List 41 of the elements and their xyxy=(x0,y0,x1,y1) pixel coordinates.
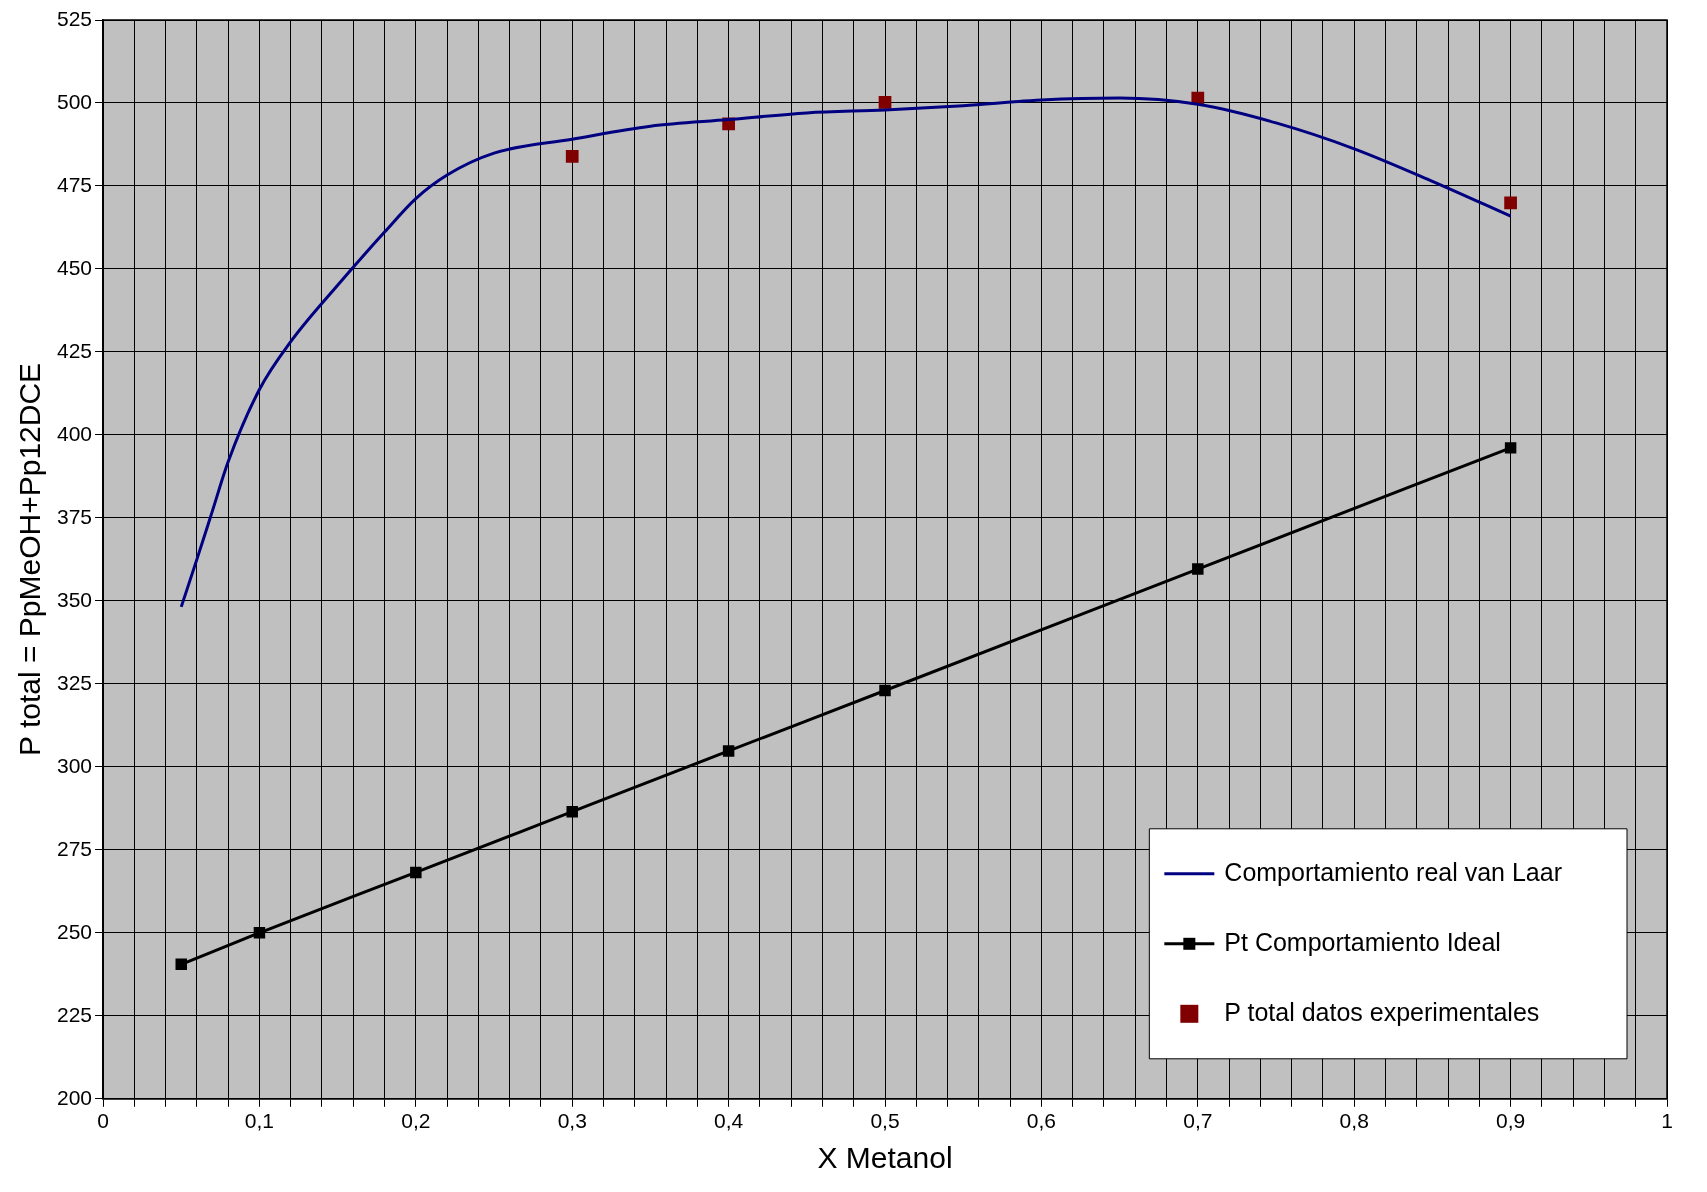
point xyxy=(175,958,187,971)
x-tick-label: 0,8 xyxy=(1339,1109,1369,1133)
y-tick-label: 225 xyxy=(56,1002,93,1026)
x-tick-label: 0,1 xyxy=(244,1109,275,1133)
y-tick-label: 525 xyxy=(56,6,93,30)
y-tick-label: 475 xyxy=(56,172,93,196)
point xyxy=(722,745,735,757)
x-tick-label: 0,3 xyxy=(557,1109,587,1133)
point xyxy=(878,95,892,109)
y-tick-label: 350 xyxy=(56,587,93,611)
point xyxy=(1504,442,1517,454)
legend-label: P total datos experimentales xyxy=(1224,997,1540,1026)
y-tick-label: 275 xyxy=(56,836,93,860)
x-tick-label: 0,6 xyxy=(1026,1109,1057,1133)
point xyxy=(879,684,891,697)
point xyxy=(410,866,422,879)
y-tick-label: 325 xyxy=(56,670,93,694)
point xyxy=(253,927,266,939)
x-tick-label: 0,9 xyxy=(1496,1109,1526,1133)
x-tick-label: 0,4 xyxy=(714,1109,744,1133)
point xyxy=(565,150,579,163)
y-tick-label: 500 xyxy=(56,89,93,113)
y-tick-label: 450 xyxy=(56,255,93,279)
x-tick-label: 0 xyxy=(97,1109,109,1133)
point xyxy=(566,805,578,818)
y-tick-label: 375 xyxy=(56,504,93,528)
legend-label: Comportamiento real van Laar xyxy=(1224,857,1562,886)
y-tick-label: 300 xyxy=(56,753,93,777)
x-tick-label: 0,2 xyxy=(401,1109,431,1133)
x-tick-label: 1 xyxy=(1661,1109,1673,1133)
y-tick-label: 400 xyxy=(56,421,93,445)
point xyxy=(1504,196,1517,210)
y-axis-title: P total = PpMeOH+Pp12DCE xyxy=(13,362,47,756)
legend-label: Pt Comportamiento Ideal xyxy=(1224,927,1501,956)
y-tick-label: 425 xyxy=(56,338,93,362)
x-axis-title: X Metanol xyxy=(817,1141,953,1175)
x-tick-label: 0,7 xyxy=(1183,1109,1213,1133)
y-tick-label: 200 xyxy=(56,1085,93,1109)
point xyxy=(1192,563,1204,575)
x-tick-label: 0,5 xyxy=(870,1109,900,1133)
y-tick-label: 250 xyxy=(56,919,93,943)
